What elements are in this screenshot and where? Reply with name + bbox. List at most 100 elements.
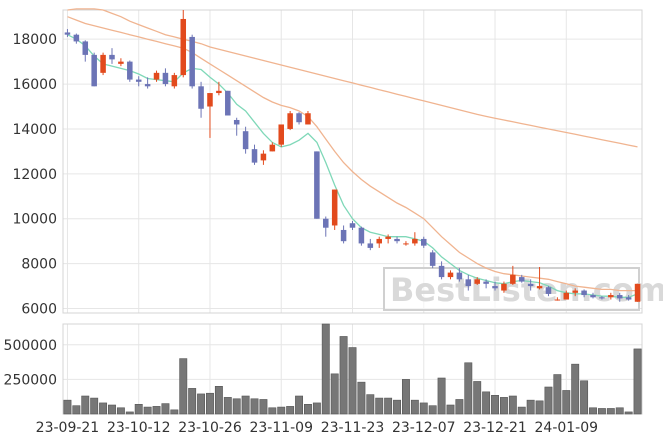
volume-bar xyxy=(81,395,90,415)
candle-body xyxy=(153,72,160,80)
volume-bar xyxy=(223,397,232,415)
volume-bar xyxy=(214,386,223,415)
candle-body xyxy=(438,265,445,278)
volume-bar xyxy=(99,402,108,415)
candle-body xyxy=(412,238,418,244)
candle-body xyxy=(144,84,151,87)
price-panel-frame xyxy=(62,9,643,314)
volume-bar xyxy=(259,399,268,415)
volume-bar xyxy=(348,347,357,415)
candle-body xyxy=(367,243,374,248)
volume-bar xyxy=(188,388,197,415)
volume-bar xyxy=(206,392,214,415)
volume-bar xyxy=(161,403,170,415)
candle-body xyxy=(447,272,454,278)
volume-bar xyxy=(589,407,597,415)
date-tick-label: 23-10-12 xyxy=(107,420,171,436)
volume-bar xyxy=(624,411,633,415)
volume-bar xyxy=(491,395,499,415)
volume-bar xyxy=(295,395,304,415)
candle-body xyxy=(421,238,427,246)
candle-body xyxy=(314,151,320,219)
candle-body xyxy=(251,149,258,163)
candle-body xyxy=(269,144,276,152)
volume-bar xyxy=(90,397,99,415)
volume-bar xyxy=(473,381,482,415)
watermark: BestListen.com xyxy=(383,267,663,311)
volume-bar xyxy=(108,404,116,415)
volume-bar xyxy=(277,406,286,415)
volume-bar xyxy=(250,398,259,415)
candlesticks xyxy=(64,10,641,302)
candle-body xyxy=(64,32,71,35)
volume-bar xyxy=(125,411,134,415)
volume-bar xyxy=(375,397,384,415)
candle-body xyxy=(599,297,605,299)
volume-bar xyxy=(437,377,446,415)
candle-body xyxy=(73,34,80,42)
candle-body xyxy=(296,113,302,123)
volume-bar xyxy=(63,399,72,415)
candle-body xyxy=(403,243,409,245)
date-tick-label: 23-11-09 xyxy=(249,420,313,436)
price-tick-label: 6000 xyxy=(21,302,57,318)
price-tick-label: 12000 xyxy=(12,167,57,183)
candle-body xyxy=(207,93,213,107)
volume-tick-label: 500000 xyxy=(4,338,57,354)
price-tick-label: 18000 xyxy=(12,32,57,48)
date-tick-label: 23-11-23 xyxy=(321,420,385,436)
candle-body xyxy=(349,223,356,228)
candle-body xyxy=(260,153,267,161)
date-tick-label: 23-09-21 xyxy=(36,420,100,436)
candle-body xyxy=(331,189,338,226)
volume-bar xyxy=(606,408,615,415)
candle-body xyxy=(616,295,623,299)
volume-bar xyxy=(615,407,624,415)
candle-body xyxy=(518,277,525,282)
candle-body xyxy=(385,236,391,239)
volume-bar xyxy=(268,407,277,415)
volume-bar xyxy=(553,374,562,415)
volume-bar xyxy=(499,397,508,415)
volume-bar xyxy=(330,373,339,415)
candle-body xyxy=(465,279,472,287)
date-tick-label: 23-12-07 xyxy=(392,420,456,436)
volume-bars xyxy=(63,323,642,415)
volume-bar xyxy=(419,402,428,415)
candle-body xyxy=(563,292,570,300)
volume-bar xyxy=(571,363,580,415)
candle-body xyxy=(376,238,382,244)
volume-bar xyxy=(197,393,206,415)
date-tick-label: 23-12-21 xyxy=(463,420,527,436)
candle-body xyxy=(305,113,311,125)
date-tick-label: 24-01-09 xyxy=(535,420,599,436)
candle-body xyxy=(323,218,329,228)
price-tick-label: 16000 xyxy=(12,77,57,93)
candle-body xyxy=(278,124,284,145)
volume-bar xyxy=(446,404,455,415)
candle-body xyxy=(608,295,614,298)
date-tick-label: 23-10-26 xyxy=(178,420,242,436)
volume-bar xyxy=(72,405,81,415)
volume-bar xyxy=(304,404,312,415)
moving-average-lines xyxy=(67,8,638,298)
volume-bar xyxy=(597,408,606,415)
candle-body xyxy=(100,54,106,73)
volume-bar xyxy=(366,394,375,415)
ma-short-line xyxy=(67,34,638,298)
candle-body xyxy=(82,41,89,55)
candle-body xyxy=(394,238,400,242)
volume-bar xyxy=(544,386,553,415)
candle-body xyxy=(127,61,133,80)
volume-bar xyxy=(232,398,241,415)
volume-bar xyxy=(339,336,348,415)
volume-bar xyxy=(535,400,544,415)
volume-bar xyxy=(179,358,188,415)
candle-body xyxy=(572,290,578,293)
date-axis-labels: 23-09-21 23-10-12 23-10-26 23-11-09 23-11-23… xyxy=(36,420,598,436)
candle-body xyxy=(510,274,516,284)
volume-bar xyxy=(517,406,526,415)
candle-body xyxy=(590,295,596,298)
volume-bar xyxy=(482,391,491,415)
